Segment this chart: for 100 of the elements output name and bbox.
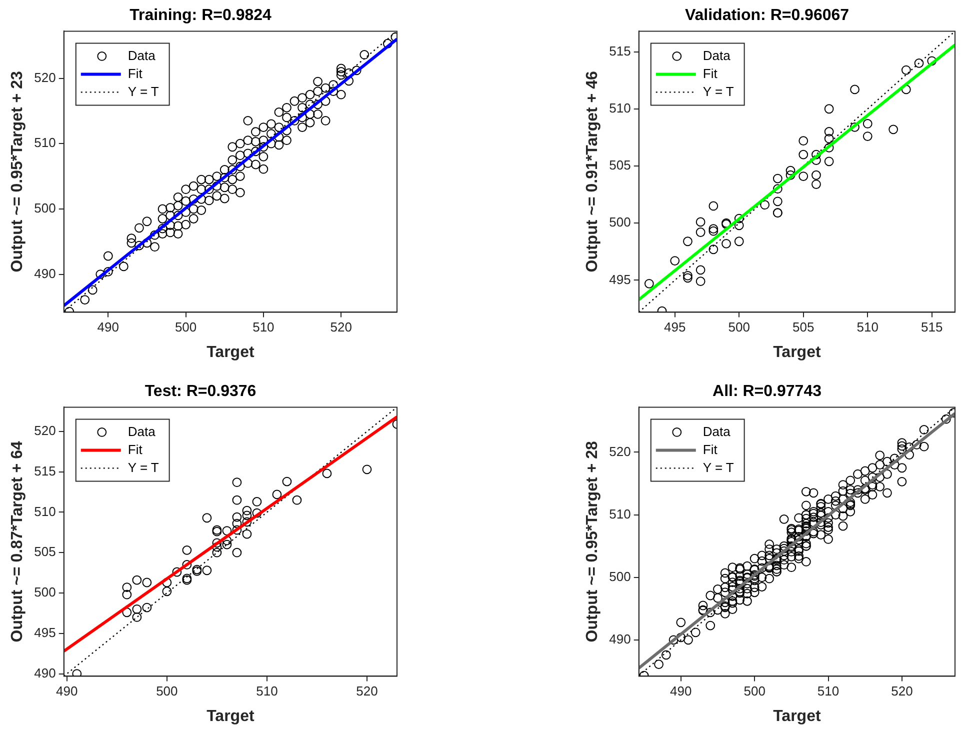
x-tick-label: 490 <box>97 320 119 335</box>
point <box>242 517 252 527</box>
legend-label: Data <box>702 424 732 439</box>
point <box>272 490 282 500</box>
point <box>142 602 152 612</box>
y-axis-title: Output ~= 0.95*Target + 23 <box>9 71 26 272</box>
point <box>708 201 718 211</box>
y-tick-label: 510 <box>34 135 56 150</box>
y-axis-title: Output ~= 0.87*Target + 64 <box>9 441 26 642</box>
y-tick-label: 510 <box>34 504 56 519</box>
point <box>122 608 132 618</box>
point <box>212 542 222 552</box>
legend-label: Fit <box>702 66 718 81</box>
point <box>242 529 252 539</box>
chart-title: Training: R=0.9824 <box>130 7 272 24</box>
x-tick-label: 500 <box>744 684 766 699</box>
y-tick-label: 520 <box>34 423 56 438</box>
y-tick-label: 495 <box>609 272 631 287</box>
legend-label: Y = T <box>128 84 159 99</box>
legend-label: Data <box>702 48 732 63</box>
x-tick-label: 510 <box>252 320 274 335</box>
point <box>734 236 744 246</box>
x-tick-label: 510 <box>256 684 278 699</box>
x-axis-title: Target <box>773 708 822 725</box>
x-tick-label: 505 <box>792 320 814 335</box>
y-tick-label: 515 <box>34 463 56 478</box>
point <box>132 612 142 622</box>
legend-label: Fit <box>128 66 143 81</box>
y-tick-label: 500 <box>609 214 631 230</box>
chart-title: Test: R=0.9376 <box>144 383 256 400</box>
legend-label: Data <box>128 424 156 439</box>
point <box>772 196 782 206</box>
legend-label: Data <box>128 48 156 63</box>
point <box>824 104 834 114</box>
point <box>644 278 654 288</box>
point <box>927 56 937 66</box>
point <box>708 244 718 254</box>
x-axis-title: Target <box>773 344 822 361</box>
point <box>760 200 770 210</box>
point <box>798 172 808 181</box>
point <box>722 238 731 248</box>
point <box>888 124 898 134</box>
y-tick-label: 500 <box>34 200 56 216</box>
x-tick-label: 510 <box>856 320 878 335</box>
point <box>232 548 242 558</box>
point <box>824 127 834 136</box>
point <box>683 273 692 283</box>
point <box>232 518 242 528</box>
point <box>786 170 796 180</box>
point <box>824 156 834 166</box>
point <box>292 495 302 505</box>
x-tick-label: 500 <box>156 684 178 699</box>
y-tick-label: 490 <box>34 665 56 680</box>
point <box>72 669 82 676</box>
legend-label: Y = T <box>702 84 734 99</box>
point <box>182 560 192 570</box>
point <box>696 265 706 275</box>
point <box>798 150 808 160</box>
point <box>812 150 821 160</box>
point <box>850 84 860 94</box>
x-tick-label: 495 <box>664 320 686 335</box>
x-axis-title: Target <box>206 344 255 361</box>
point <box>182 545 192 555</box>
point <box>232 478 242 488</box>
y-tick-label: 515 <box>609 43 631 58</box>
point <box>322 468 332 478</box>
point <box>696 228 706 237</box>
y-tick-label: 520 <box>34 70 56 85</box>
point <box>362 464 372 474</box>
point <box>222 540 232 550</box>
legend-label: Y = T <box>128 460 159 475</box>
point <box>786 166 796 176</box>
x-tick-label: 520 <box>891 684 913 699</box>
point <box>232 512 242 522</box>
point <box>142 578 152 588</box>
x-tick-label: 520 <box>356 684 378 699</box>
point <box>212 538 222 548</box>
y-tick-label: 505 <box>34 544 56 560</box>
point <box>242 506 252 516</box>
point <box>222 526 232 536</box>
point <box>798 136 808 146</box>
legend-label: Y = T <box>702 460 734 475</box>
point <box>862 119 872 128</box>
x-tick-label: 510 <box>817 684 840 699</box>
point <box>772 184 782 194</box>
point <box>683 270 692 280</box>
point <box>202 513 212 523</box>
x-tick-label: 515 <box>921 320 943 335</box>
point <box>122 590 132 600</box>
chart-title: All: R=0.97743 <box>712 383 822 400</box>
point <box>232 525 242 535</box>
point <box>772 174 782 184</box>
y-tick-label: 490 <box>609 631 631 646</box>
point <box>252 508 262 518</box>
y-tick-label: 490 <box>34 266 56 281</box>
point <box>132 575 142 585</box>
legend-label: Fit <box>702 442 718 457</box>
y-tick-label: 500 <box>609 568 631 584</box>
point <box>734 214 744 224</box>
point <box>122 582 132 592</box>
